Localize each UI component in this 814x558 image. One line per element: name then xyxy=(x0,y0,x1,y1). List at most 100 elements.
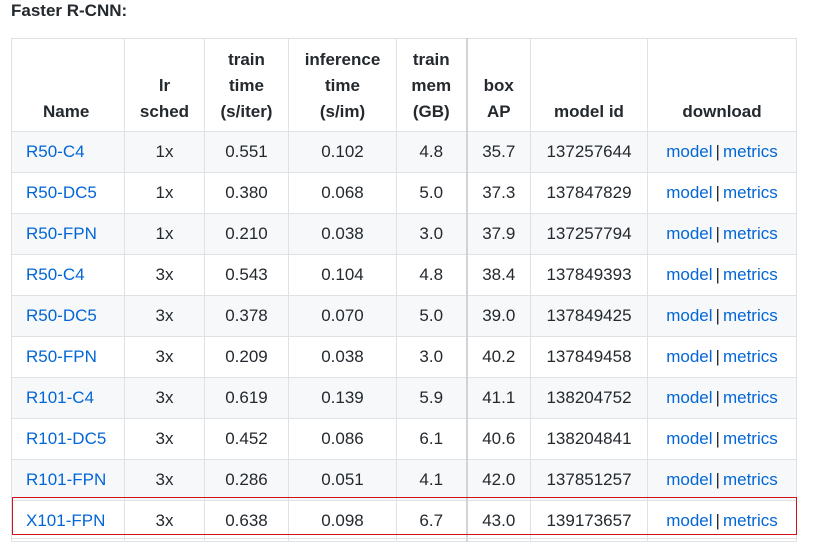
model-name-cell: R101-DC5 xyxy=(11,418,125,460)
metrics-download-link[interactable]: metrics xyxy=(722,347,778,366)
link-separator: | xyxy=(715,347,720,366)
box-ap-cell: 43.0 xyxy=(466,500,531,542)
inference-time-cell: 0.070 xyxy=(288,295,397,337)
lr-sched-cell: 1x xyxy=(124,172,205,214)
lr-sched-cell: 3x xyxy=(124,254,205,296)
column-header-train-mem: train mem (GB) xyxy=(396,38,468,132)
lr-sched-cell: 3x xyxy=(124,500,205,542)
column-header-download: download xyxy=(647,38,797,132)
model-name-cell: R50-FPN xyxy=(11,213,125,255)
metrics-download-link[interactable]: metrics xyxy=(722,224,778,243)
train-mem-cell: 5.0 xyxy=(396,172,468,214)
column-header-line: (s/im) xyxy=(319,102,366,121)
lr-sched-cell: 3x xyxy=(124,377,205,419)
model-name-link[interactable]: X101-FPN xyxy=(26,511,106,530)
model-name-link[interactable]: R101-DC5 xyxy=(26,429,107,448)
table-row: R50-DC5 3x 0.378 0.070 5.0 39.0 137849425 model… xyxy=(11,295,797,337)
model-name-link[interactable]: R50-C4 xyxy=(26,265,85,284)
lr-sched-cell: 3x xyxy=(124,459,205,501)
column-header-line: mem xyxy=(411,76,452,95)
inference-time-cell: 0.104 xyxy=(288,254,397,296)
model-name-link[interactable]: R50-DC5 xyxy=(26,306,97,325)
download-cell: model | metrics xyxy=(647,295,797,337)
column-header-line: sched xyxy=(139,102,190,121)
lr-sched-cell: 1x xyxy=(124,213,205,255)
model-download-link[interactable]: model xyxy=(666,511,713,530)
metrics-download-link[interactable]: metrics xyxy=(722,142,778,161)
link-separator: | xyxy=(715,183,720,202)
section-heading: Faster R-CNN: xyxy=(11,1,128,20)
column-header-line: AP xyxy=(486,102,511,121)
model-id-cell: 138204752 xyxy=(530,377,648,419)
box-ap-cell: 40.6 xyxy=(466,418,531,460)
model-download-link[interactable]: model xyxy=(666,429,713,448)
model-id-cell: 137847829 xyxy=(530,172,648,214)
download-cell: model | metrics xyxy=(647,254,797,296)
train-mem-cell: 6.7 xyxy=(396,500,468,542)
inference-time-cell: 0.102 xyxy=(288,131,397,173)
metrics-download-link[interactable]: metrics xyxy=(722,388,778,407)
model-download-link[interactable]: model xyxy=(666,265,713,284)
model-download-link[interactable]: model xyxy=(666,183,713,202)
link-separator: | xyxy=(715,429,720,448)
model-download-link[interactable]: model xyxy=(666,470,713,489)
header-row: Name lr sched train time (s/iter) inference… xyxy=(11,38,797,132)
column-header-line: (GB) xyxy=(412,102,450,121)
table-row: R101-FPN 3x 0.286 0.051 4.1 42.0 137851257 mode… xyxy=(11,459,797,501)
table-row: R50-C4 1x 0.551 0.102 4.8 35.7 137257644 model |… xyxy=(11,131,797,173)
model-name-link[interactable]: R101-C4 xyxy=(26,388,95,407)
column-header-model-id: model id xyxy=(530,38,648,132)
faster-rcnn-table: Name lr sched train time (s/iter) inference… xyxy=(11,38,797,542)
box-ap-cell: 37.9 xyxy=(466,213,531,255)
metrics-download-link[interactable]: metrics xyxy=(722,183,778,202)
model-download-link[interactable]: model xyxy=(666,306,713,325)
column-header-line: time xyxy=(325,76,360,95)
column-header-line: download xyxy=(682,102,762,121)
link-separator: | xyxy=(715,470,720,489)
lr-sched-cell: 3x xyxy=(124,336,205,378)
train-time-cell: 0.209 xyxy=(204,336,289,378)
column-header-line: model id xyxy=(554,102,624,121)
train-mem-cell: 5.9 xyxy=(396,377,468,419)
model-name-link[interactable]: R50-DC5 xyxy=(26,183,97,202)
model-name-cell: R50-C4 xyxy=(11,254,125,296)
download-cell: model | metrics xyxy=(647,377,797,419)
model-download-link[interactable]: model xyxy=(666,224,713,243)
model-name-cell: R50-DC5 xyxy=(11,295,125,337)
column-header-line: time xyxy=(229,76,264,95)
train-time-cell: 0.380 xyxy=(204,172,289,214)
model-download-link[interactable]: model xyxy=(666,388,713,407)
metrics-download-link[interactable]: metrics xyxy=(722,306,778,325)
model-id-cell: 137849425 xyxy=(530,295,648,337)
model-name-link[interactable]: R50-FPN xyxy=(26,347,97,366)
model-id-cell: 139173657 xyxy=(530,500,648,542)
model-name-link[interactable]: R50-C4 xyxy=(26,142,85,161)
train-time-cell: 0.210 xyxy=(204,213,289,255)
train-mem-cell: 5.0 xyxy=(396,295,468,337)
lr-sched-cell: 1x xyxy=(124,131,205,173)
metrics-download-link[interactable]: metrics xyxy=(722,429,778,448)
train-time-cell: 0.619 xyxy=(204,377,289,419)
table-row: R101-C4 3x 0.619 0.139 5.9 41.1 138204752 model… xyxy=(11,377,797,419)
metrics-download-link[interactable]: metrics xyxy=(722,265,778,284)
box-ap-cell: 35.7 xyxy=(466,131,531,173)
box-ap-cell: 41.1 xyxy=(466,377,531,419)
metrics-download-link[interactable]: metrics xyxy=(722,511,778,530)
model-download-link[interactable]: model xyxy=(666,347,713,366)
download-cell: model | metrics xyxy=(647,459,797,501)
column-header-line: lr xyxy=(158,76,171,95)
inference-time-cell: 0.051 xyxy=(288,459,397,501)
model-name-link[interactable]: R101-FPN xyxy=(26,470,107,489)
train-mem-cell: 4.8 xyxy=(396,131,468,173)
link-separator: | xyxy=(715,388,720,407)
column-header-lr-sched: lr sched xyxy=(124,38,205,132)
column-header-train-time: train time (s/iter) xyxy=(204,38,289,132)
metrics-download-link[interactable]: metrics xyxy=(722,470,778,489)
model-name-link[interactable]: R50-FPN xyxy=(26,224,97,243)
model-name-cell: R50-DC5 xyxy=(11,172,125,214)
download-cell: model | metrics xyxy=(647,336,797,378)
lr-sched-cell: 3x xyxy=(124,418,205,460)
train-time-cell: 0.452 xyxy=(204,418,289,460)
model-download-link[interactable]: model xyxy=(666,142,713,161)
column-header-box-ap: box AP xyxy=(466,38,531,132)
